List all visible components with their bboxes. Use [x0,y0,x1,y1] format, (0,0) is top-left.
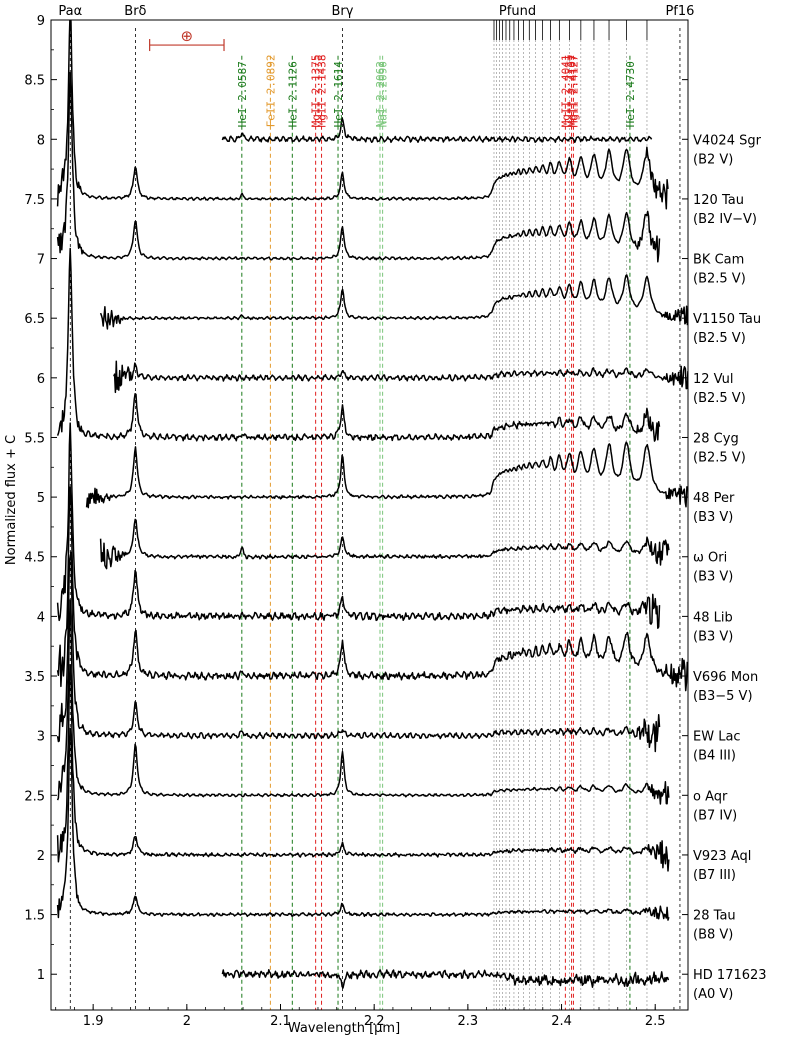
spectral-type-label: (B2 V) [693,152,733,167]
spectral-type-label: (A0 V) [693,987,733,1002]
y-tick-label: 2.5 [24,789,45,804]
line-id-label: NaI 2.2062 [374,61,387,127]
spectrum-line [56,551,661,753]
x-tick-label: 2.2 [364,1014,385,1029]
spectral-type-label: (B2.5 V) [693,331,746,346]
line-id-label: HeI 2.0587 [236,61,249,127]
spectrum-line [99,274,688,330]
hydrogen-line-label: Brδ [124,4,146,19]
hydrogen-line-label: Brγ [331,4,353,19]
y-tick-label: 1.5 [24,909,45,924]
telluric-symbol: ⊕ [181,27,194,45]
star-name-label: 48 Lib [693,610,733,625]
y-tick-label: 6.5 [24,312,45,327]
x-tick-label: 2.3 [458,1014,479,1029]
hydrogen-line-label: Paα [58,4,82,19]
star-name-label: V1150 Tau [693,312,761,327]
y-tick-label: 2 [37,849,45,864]
x-axis-label: Wavelength [μm] [288,1021,400,1036]
spectrum-line [85,441,688,509]
line-id-label: MgII 2.1375 [310,54,323,127]
line-markers-layer [69,28,681,1010]
spectrum-line [56,247,661,442]
axes-frame-layer: 1 1.5 2 2.5 3 3.5 4 4.5 5 5.5 6 6.5 7 7.5 8 8.5 9 1.9 2 2.1… [24,14,689,1029]
y-tick-label: 5 [37,491,45,506]
spectral-type-label: (B3 V) [693,629,733,644]
star-name-label: V4024 Sgr [693,133,762,148]
line-id-label: NaI 2.2090 [377,61,390,127]
star-name-label: o Aqr [693,789,728,804]
y-tick-label: 8 [37,133,45,148]
x-tick-label: 2.4 [551,1014,572,1029]
y-axis-label: Normalized flux + C [4,435,19,565]
line-id-label: MgII 2.4107 [566,54,579,127]
spectral-type-label: (B2.5 V) [693,391,746,406]
star-name-label: 48 Per [693,491,735,506]
spectrum-line [56,486,688,692]
star-name-label: 12 Vul [693,372,734,387]
spectral-type-label: (B3 V) [693,570,733,585]
x-tick-label: 2 [183,1014,191,1029]
star-name-label: HD 171623 [693,968,767,983]
line-id-label: FeII 2.0892 [264,54,277,127]
star-name-label: ω Ori [693,551,727,566]
plot-frame [50,19,689,1011]
line-id-label: MgII 2.4041 [559,54,572,127]
spectrum-line [56,422,661,629]
star-name-label: EW Lac [693,730,741,745]
y-tick-label: 7.5 [24,193,45,208]
top-labels-layer: Paα Brδ Brγ Pf16 Pfund HeI 2.0587 FeII 2.0892 H… [58,4,694,127]
y-tick-label: 1 [37,968,45,983]
spectrum-line [113,360,688,394]
y-tick-label: 7 [37,253,45,268]
spectral-type-label: (B2.5 V) [693,272,746,287]
y-tick-label: 4.5 [24,551,45,566]
spectrum-line [99,518,670,570]
star-name-label: V923 Aql [693,849,751,864]
spectrum-line [221,969,670,989]
pfund-series-label: Pfund [499,4,536,19]
y-tick-label: 3 [37,730,45,745]
y-tick-label: 3.5 [24,670,45,685]
star-name-label: 28 Cyg [693,431,739,446]
y-tick-label: 5.5 [24,431,45,446]
star-name-label: 120 Tau [693,193,744,208]
spectrum-line [56,20,669,210]
spectral-type-label: (B2 IV−V) [693,212,757,227]
spectral-type-label: (B3−5 V) [693,689,753,704]
spectral-type-label: (B7 III) [693,868,736,883]
y-tick-label: 9 [37,14,45,29]
line-id-label: HeI 2.1614 [332,61,345,128]
spectrum-line [56,663,670,872]
spectrum-line [56,599,670,805]
line-id-label: HeI 2.4730 [624,61,637,127]
line-id-label: MgII 2.1438 [316,54,329,127]
spectrum-line [56,71,661,263]
line-id-label: HeI 2.1126 [286,61,299,127]
spectral-type-label: (B2.5 V) [693,450,746,465]
x-tick-label: 2.5 [645,1014,666,1029]
x-tick-label: 2.1 [270,1014,291,1029]
star-name-label: BK Cam [693,253,744,268]
spectral-type-label: (B3 V) [693,510,733,525]
star-labels-layer: V4024 Sgr (B2 V) 120 Tau (B2 IV−V) BK Cam (B2… [693,133,767,1002]
y-tick-label: 8.5 [24,74,45,89]
line-id-label: MgII 2.4127 [567,54,580,127]
hydrogen-line-label: Pf16 [665,4,694,19]
x-tick-label: 1.9 [83,1014,104,1029]
y-tick-label: 4 [37,610,45,625]
spectrum-line [56,727,670,921]
star-name-label: V696 Mon [693,670,758,685]
spectral-type-label: (B4 III) [693,749,736,764]
star-name-label: 28 Tau [693,909,736,924]
y-tick-label: 6 [37,372,45,387]
spectral-type-label: (B8 V) [693,928,733,943]
spectrum-line [221,117,653,144]
spectral-type-label: (B7 IV) [693,808,737,823]
spectra-layer [56,20,688,989]
